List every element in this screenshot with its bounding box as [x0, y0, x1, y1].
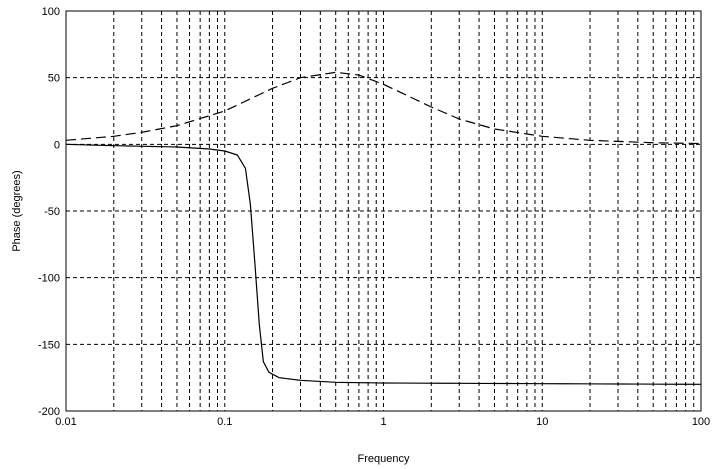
solid-phase-line [65, 143, 702, 385]
x-tick-label: 1 [380, 416, 386, 428]
y-tick-label: 0 [54, 139, 60, 151]
y-tick-label: -150 [38, 339, 60, 351]
y-axis-ticks: -200 -150 -100 -50 0 50 100 [38, 6, 60, 418]
y-tick-label: 50 [48, 73, 60, 85]
x-tick-label: 0.1 [217, 416, 232, 428]
x-axis-ticks: 0.01 0.1 1 10 100 [55, 416, 710, 428]
x-axis-label: Frequency [358, 453, 410, 465]
y-axis-label: Phase (degrees) [11, 170, 23, 251]
dashed-phase-line [65, 71, 702, 145]
series-lines [65, 71, 702, 385]
y-tick-label: -100 [38, 273, 60, 285]
y-tick-label: -50 [44, 206, 60, 218]
x-tick-label: 0.01 [55, 416, 76, 428]
x-tick-label: 10 [536, 416, 548, 428]
x-tick-label: 100 [692, 416, 710, 428]
y-tick-label: 100 [42, 6, 60, 18]
y-tick-label: -200 [38, 406, 60, 418]
